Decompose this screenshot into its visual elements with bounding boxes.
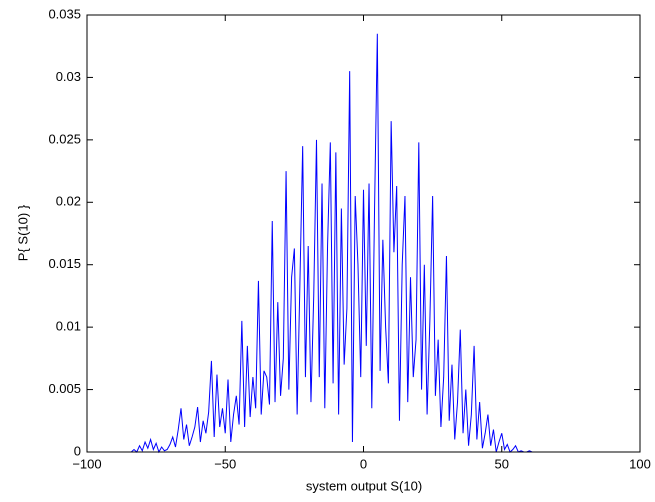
x-tick-label: 100: [629, 456, 651, 471]
y-tick-label: 0.02: [56, 194, 81, 209]
data-line: [87, 33, 640, 454]
y-tick-label: 0.03: [56, 69, 81, 84]
x-tick-label: −100: [72, 456, 101, 471]
x-tick-label: −50: [214, 456, 236, 471]
y-tick-label: 0.015: [48, 256, 81, 271]
plot-frame: [86, 14, 641, 453]
x-tick-label: 0: [360, 456, 367, 471]
y-tick-label: 0.035: [48, 6, 81, 21]
y-tick-label: 0: [74, 443, 81, 458]
y-tick-label: 0.025: [48, 131, 81, 146]
y-axis-label: P{ S(10) }: [15, 204, 30, 261]
y-tick-label: 0.01: [56, 319, 81, 334]
y-tick-label: 0.005: [48, 381, 81, 396]
x-axis-label: system output S(10): [306, 478, 422, 493]
x-tick-label: 50: [495, 456, 509, 471]
